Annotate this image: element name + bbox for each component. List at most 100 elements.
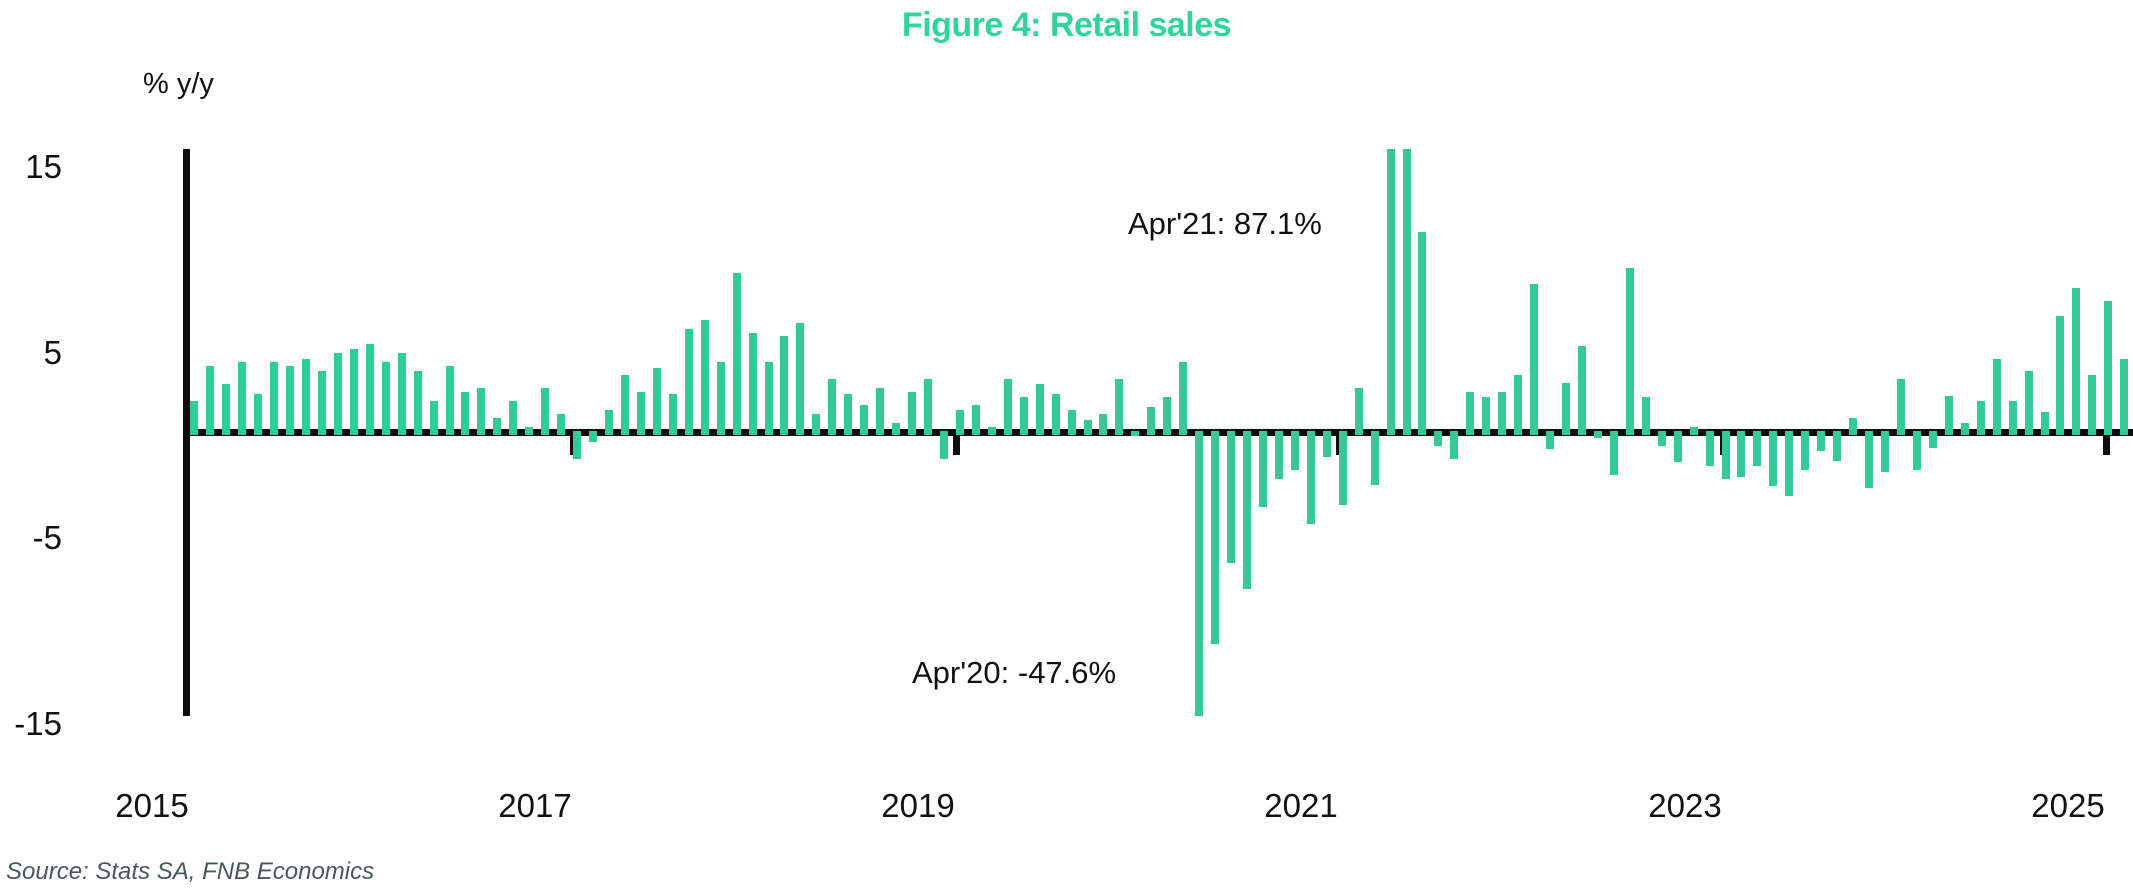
bar-2018-05 [828, 378, 837, 435]
bar-2019-09 [1083, 419, 1092, 435]
bar-2019-12 [1131, 430, 1140, 437]
bar-2017-03 [605, 410, 613, 435]
y-tick-label-15: 15 [25, 148, 62, 186]
bar-2022-09 [1657, 430, 1666, 446]
y-tick-label--5: -5 [32, 519, 62, 557]
bar-2020-08 [1258, 430, 1267, 507]
bar-2015-09 [317, 371, 326, 435]
x-tick-label-2015: 2015 [115, 787, 189, 824]
bar-2021-09 [1466, 391, 1475, 435]
bar-2024-10 [2056, 315, 2065, 435]
bar-2022-08 [1641, 397, 1650, 435]
bar-2018-02 [780, 336, 789, 435]
bar-2021-04 [1386, 149, 1395, 435]
bar-2022-07 [1625, 267, 1634, 435]
bar-2022-12 [1705, 430, 1714, 467]
bar-2018-04 [812, 414, 821, 435]
x-tick-2019 [953, 433, 960, 455]
bar-2015-04 [238, 362, 247, 435]
bar-2023-03 [1753, 430, 1762, 467]
source-note: Source: Stats SA, FNB Economics [6, 858, 375, 885]
bar-2022-11 [1689, 427, 1698, 435]
bar-2015-12 [365, 343, 374, 435]
bar-2020-11 [1306, 430, 1315, 524]
bar-2017-12 [748, 332, 757, 435]
bar-2019-10 [1099, 414, 1108, 435]
bar-2019-04 [1003, 378, 1012, 435]
bar-2016-12 [557, 414, 566, 435]
bar-2022-05 [1593, 430, 1602, 439]
bar-2020-07 [1243, 430, 1251, 589]
bar-2024-02 [1928, 430, 1937, 448]
bar-2023-11 [1881, 430, 1889, 472]
bar-2016-02 [397, 352, 406, 435]
bar-2019-06 [1035, 384, 1044, 435]
bar-2020-01 [1147, 406, 1156, 435]
bar-2016-01 [381, 362, 390, 435]
bar-2021-11 [1498, 391, 1507, 435]
bar-2019-03 [987, 427, 996, 435]
bar-2015-11 [349, 349, 358, 435]
bar-2021-01 [1338, 430, 1347, 506]
bar-2023-07 [1817, 430, 1826, 452]
x-tick-2025 [2103, 433, 2110, 455]
bar-2015-06 [270, 362, 279, 435]
x-tick-label-2025: 2025 [2031, 787, 2105, 824]
bar-2021-08 [1450, 430, 1459, 459]
bar-2017-08 [684, 328, 693, 435]
bar-2018-09 [892, 423, 901, 435]
bar-2020-10 [1290, 430, 1299, 470]
bar-2017-10 [716, 362, 725, 435]
bar-2021-06 [1418, 232, 1427, 435]
bar-2018-07 [860, 404, 869, 435]
bar-2021-03 [1370, 430, 1379, 485]
chart-title: Figure 4: Retail sales [901, 6, 1232, 44]
bar-2024-09 [2040, 412, 2049, 435]
bar-2024-11 [2072, 288, 2081, 435]
bar-2019-08 [1067, 410, 1076, 435]
bar-2015-05 [254, 393, 263, 435]
bar-2015-01 [190, 401, 199, 435]
bar-2021-05 [1402, 149, 1411, 435]
bar-2024-06 [1992, 358, 2001, 435]
bar-2018-10 [908, 391, 917, 435]
bar-2020-09 [1274, 430, 1283, 480]
bar-2021-12 [1514, 375, 1523, 435]
bar-2024-12 [2088, 375, 2097, 435]
bar-2025-01 [2104, 300, 2113, 435]
annotation-apr21: Apr'21: 87.1% [1128, 206, 1322, 241]
bar-2018-08 [876, 388, 885, 435]
bar-2019-02 [971, 404, 980, 435]
bar-2020-02 [1163, 397, 1172, 435]
bar-2017-04 [620, 375, 629, 435]
bar-2015-07 [286, 365, 294, 435]
bar-2017-09 [700, 319, 709, 435]
bar-2023-06 [1801, 430, 1810, 470]
bar-2017-11 [732, 273, 741, 435]
annotation-apr20: Apr'20: -47.6% [912, 655, 1117, 690]
x-tick-label-2021: 2021 [1264, 787, 1338, 824]
bar-2015-02 [206, 365, 215, 435]
bar-2017-05 [636, 391, 645, 435]
bar-2021-07 [1434, 430, 1443, 446]
bar-2024-08 [2024, 371, 2033, 435]
bar-2023-04 [1769, 430, 1778, 487]
bar-2017-02 [589, 430, 598, 442]
bar-2022-01 [1530, 284, 1539, 435]
bar-2018-01 [764, 362, 773, 435]
bar-2023-05 [1785, 430, 1794, 496]
bar-2019-01 [955, 410, 964, 435]
bar-2019-05 [1019, 397, 1028, 435]
x-axis-zero-line [183, 429, 2133, 436]
bar-2016-11 [541, 388, 550, 435]
x-tick-label-2023: 2023 [1648, 787, 1722, 824]
bar-2022-03 [1562, 382, 1570, 435]
bar-2018-06 [844, 393, 853, 435]
bar-2024-03 [1944, 395, 1953, 435]
bar-2023-12 [1896, 378, 1905, 435]
bar-2018-03 [796, 323, 805, 435]
bar-2020-12 [1322, 430, 1331, 457]
bar-2018-11 [924, 378, 932, 435]
bar-2022-10 [1673, 430, 1682, 463]
